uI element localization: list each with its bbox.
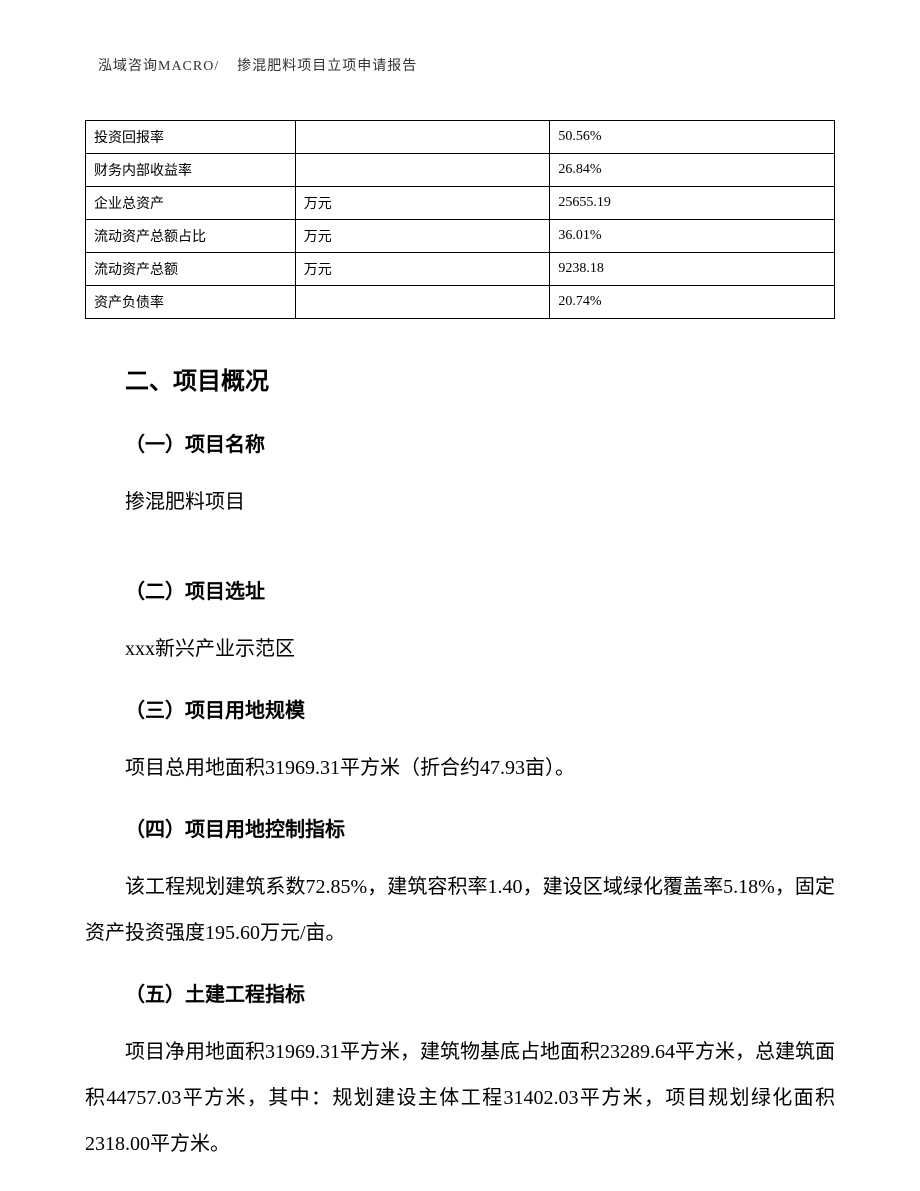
subsection-title-3: （三）项目用地规模 (125, 694, 835, 723)
subsection-title-5: （五）土建工程指标 (125, 978, 835, 1007)
table-row: 企业总资产 万元 25655.19 (86, 187, 835, 220)
table-row: 财务内部收益率 26.84% (86, 154, 835, 187)
table-row: 流动资产总额占比 万元 36.01% (86, 220, 835, 253)
subsection-body-4: 该工程规划建筑系数72.85%，建筑容积率1.40，建设区域绿化覆盖率5.18%… (85, 864, 835, 956)
content-area: 投资回报率 50.56% 财务内部收益率 26.84% 企业总资产 万元 256… (85, 120, 835, 1167)
table-body: 投资回报率 50.56% 财务内部收益率 26.84% 企业总资产 万元 256… (86, 121, 835, 319)
table-cell-unit: 万元 (295, 220, 550, 253)
subsection-body-3: 项目总用地面积31969.31平方米（折合约47.93亩）。 (85, 745, 835, 791)
table-cell-unit: 万元 (295, 253, 550, 286)
table-cell-unit (295, 286, 550, 319)
table-cell-unit (295, 121, 550, 154)
subsection-body-2: xxx新兴产业示范区 (125, 626, 835, 672)
table-cell-label: 流动资产总额占比 (86, 220, 296, 253)
table-row: 流动资产总额 万元 9238.18 (86, 253, 835, 286)
financial-table: 投资回报率 50.56% 财务内部收益率 26.84% 企业总资产 万元 256… (85, 120, 835, 319)
table-cell-label: 财务内部收益率 (86, 154, 296, 187)
subsection-title-2: （二）项目选址 (125, 575, 835, 604)
table-cell-value: 26.84% (550, 154, 835, 187)
table-cell-label: 企业总资产 (86, 187, 296, 220)
table-cell-unit (295, 154, 550, 187)
section-title: 二、项目概况 (125, 361, 835, 396)
header-doc-title: 掺混肥料项目立项申请报告 (237, 59, 417, 74)
table-cell-value: 36.01% (550, 220, 835, 253)
table-cell-label: 流动资产总额 (86, 253, 296, 286)
table-cell-label: 投资回报率 (86, 121, 296, 154)
table-row: 资产负债率 20.74% (86, 286, 835, 319)
subsection-title-1: （一）项目名称 (125, 428, 835, 457)
table-cell-unit: 万元 (295, 187, 550, 220)
header-company: 泓域咨询MACRO/ (98, 59, 219, 74)
table-cell-value: 25655.19 (550, 187, 835, 220)
table-row: 投资回报率 50.56% (86, 121, 835, 154)
table-cell-value: 20.74% (550, 286, 835, 319)
table-cell-value: 50.56% (550, 121, 835, 154)
subsection-body-5: 项目净用地面积31969.31平方米，建筑物基底占地面积23289.64平方米，… (85, 1029, 835, 1167)
table-cell-label: 资产负债率 (86, 286, 296, 319)
subsection-title-4: （四）项目用地控制指标 (125, 813, 835, 842)
table-cell-value: 9238.18 (550, 253, 835, 286)
page-header: 泓域咨询MACRO/掺混肥料项目立项申请报告 (98, 55, 417, 75)
subsection-body-1: 掺混肥料项目 (125, 479, 835, 525)
